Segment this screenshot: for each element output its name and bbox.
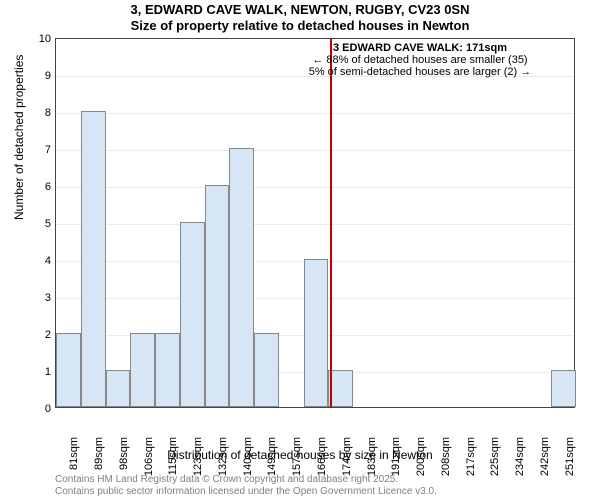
chart-title-sub: Size of property relative to detached ho… bbox=[0, 18, 600, 33]
histogram-bar bbox=[254, 333, 279, 407]
y-tick: 4 bbox=[31, 255, 51, 267]
footer-line1: Contains HM Land Registry data © Crown c… bbox=[55, 474, 437, 486]
marker-line bbox=[330, 39, 332, 407]
y-tick: 10 bbox=[31, 33, 51, 45]
y-tick: 8 bbox=[31, 107, 51, 119]
chart-plot-area: 01234567891081sqm89sqm98sqm106sqm115sqm1… bbox=[55, 38, 575, 408]
gridline bbox=[56, 187, 574, 188]
x-axis-label: Distribution of detached houses by size … bbox=[0, 448, 600, 462]
chart-footer: Contains HM Land Registry data © Crown c… bbox=[55, 474, 437, 498]
histogram-bar bbox=[180, 222, 205, 407]
marker-line1: 3 EDWARD CAVE WALK: 171sqm bbox=[309, 42, 532, 54]
histogram-bar bbox=[328, 370, 353, 407]
y-tick: 9 bbox=[31, 70, 51, 82]
y-tick: 1 bbox=[31, 366, 51, 378]
histogram-bar bbox=[130, 333, 155, 407]
marker-annotation: 3 EDWARD CAVE WALK: 171sqm← 88% of detac… bbox=[309, 42, 532, 78]
histogram-bar bbox=[229, 148, 254, 407]
marker-line2: ← 88% of detached houses are smaller (35… bbox=[309, 54, 532, 66]
histogram-bar bbox=[155, 333, 180, 407]
gridline bbox=[56, 224, 574, 225]
footer-line2: Contains public sector information licen… bbox=[55, 486, 437, 498]
histogram-bar bbox=[106, 370, 131, 407]
histogram-bar bbox=[81, 111, 106, 407]
chart-title-main: 3, EDWARD CAVE WALK, NEWTON, RUGBY, CV23… bbox=[0, 2, 600, 17]
y-tick: 2 bbox=[31, 329, 51, 341]
y-tick: 3 bbox=[31, 292, 51, 304]
y-tick: 6 bbox=[31, 181, 51, 193]
gridline bbox=[56, 150, 574, 151]
y-axis-label: Number of detached properties bbox=[12, 55, 26, 220]
histogram-bar bbox=[56, 333, 81, 407]
gridline bbox=[56, 113, 574, 114]
y-tick: 7 bbox=[31, 144, 51, 156]
histogram-bar bbox=[304, 259, 329, 407]
histogram-bar bbox=[205, 185, 230, 407]
y-tick: 0 bbox=[31, 403, 51, 415]
histogram-bar bbox=[551, 370, 576, 407]
y-tick: 5 bbox=[31, 218, 51, 230]
marker-line3: 5% of semi-detached houses are larger (2… bbox=[309, 66, 532, 78]
